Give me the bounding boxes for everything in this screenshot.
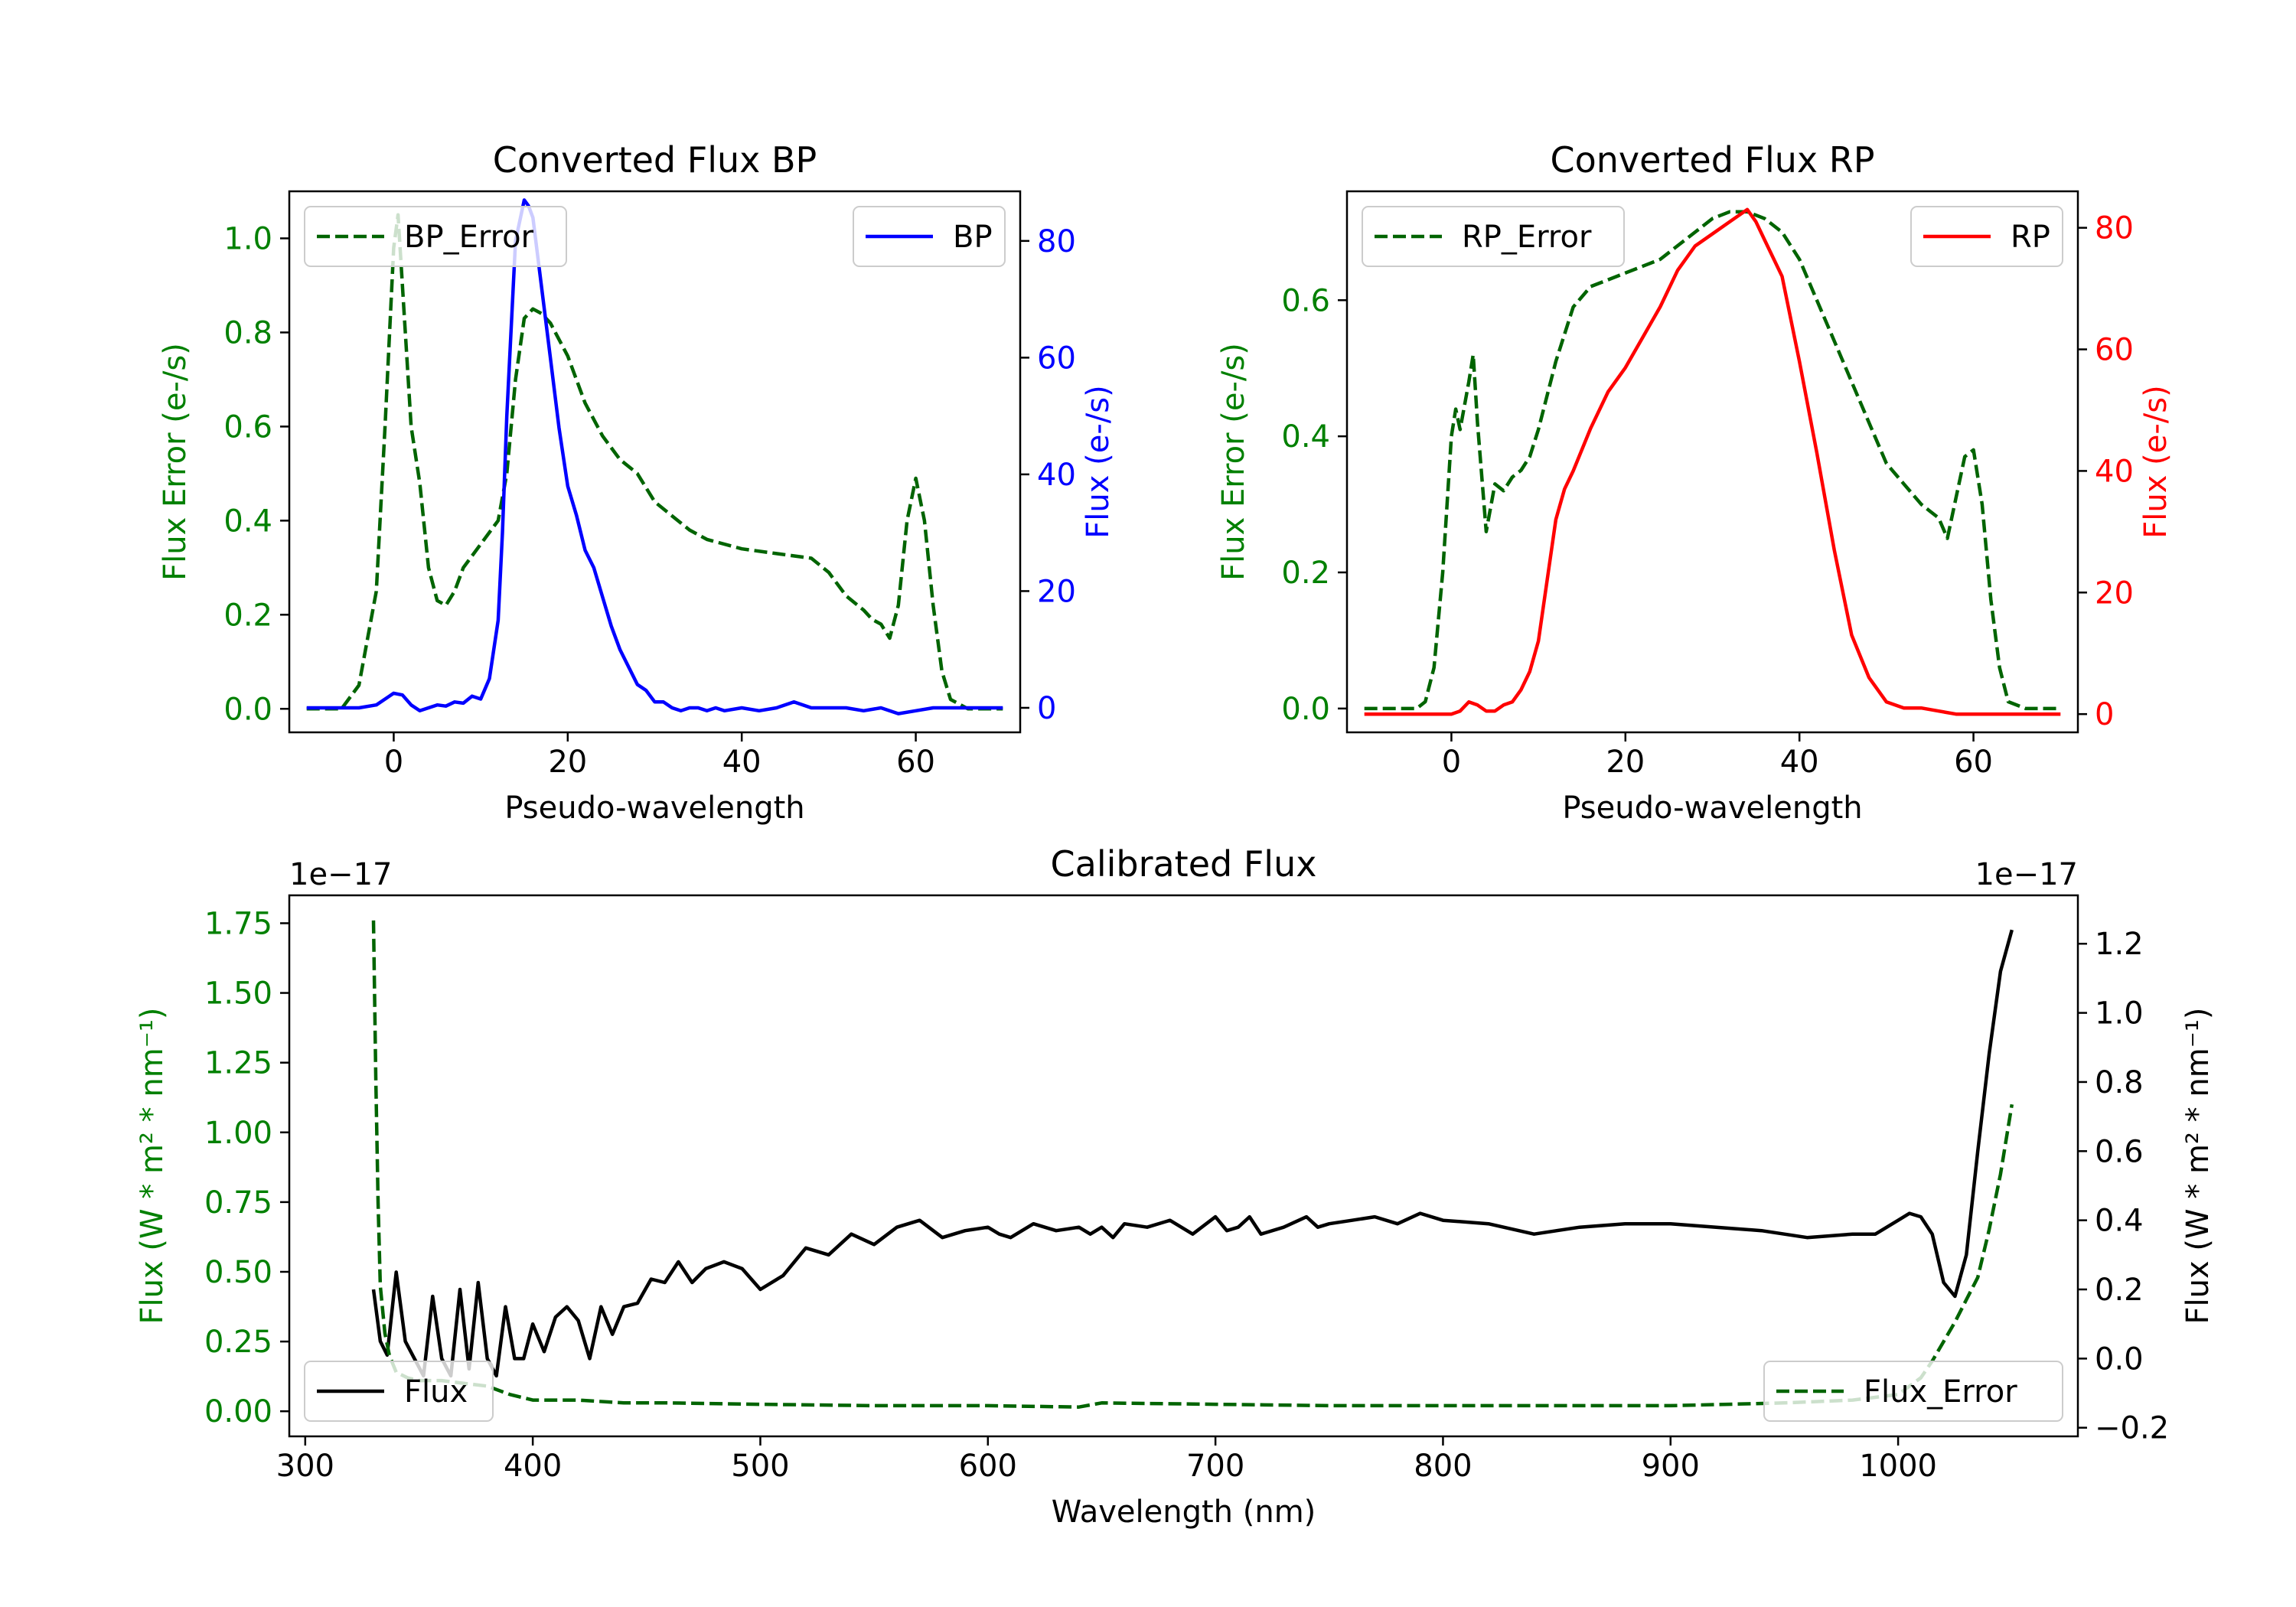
cal-chart-title: Calibrated Flux <box>1051 843 1317 885</box>
bp-x-tick-label: 60 <box>896 745 935 780</box>
rp-left-tick-label: 0.4 <box>1281 419 1330 455</box>
cal-chart: 300 400 500 600 700 800 900 1000 Wavelength (nm)… <box>135 843 2216 1530</box>
cal-legend-flux: Flux <box>304 1361 494 1422</box>
rp-x-tick-label: 60 <box>1954 745 1993 780</box>
bp-axes-frame <box>288 190 1022 734</box>
cal-x-tick-label: 300 <box>276 1449 334 1484</box>
rp-legend-rp: RP <box>1910 206 2063 267</box>
cal-x-tick-label: 500 <box>731 1449 789 1484</box>
cal-axes-frame <box>288 894 2079 1438</box>
cal-left-offset-text: 1e−17 <box>289 857 392 892</box>
rp-right-axis-label: Flux (e-/s) <box>2138 385 2174 538</box>
legend-box <box>1362 206 1625 267</box>
bp-left-axis-label: Flux Error (e-/s) <box>158 343 193 581</box>
rp-axes-frame <box>1345 190 2079 734</box>
bp-x-tick-label: 40 <box>722 745 762 780</box>
cal-left-tick-label: 0.50 <box>204 1255 272 1290</box>
cal-right-tick-label: 0.2 <box>2095 1273 2144 1308</box>
rp-x-axis-label: Pseudo-wavelength <box>1562 790 1862 826</box>
bp-legend-bp: BP <box>853 206 1006 267</box>
cal-left-tick-label: 0.00 <box>204 1394 272 1429</box>
legend-label: RP_Error <box>1462 220 1592 255</box>
cal-x-axis-label: Wavelength (nm) <box>1052 1495 1316 1530</box>
cal-legend-flux-error: Flux_Error <box>1763 1361 2063 1422</box>
bp-left-tick-label: 1.0 <box>223 221 272 256</box>
legend-label: BP_Error <box>404 220 534 255</box>
legend-box <box>304 206 567 267</box>
legend-box <box>1763 1361 2063 1422</box>
cal-left-tick-label: 1.75 <box>204 906 272 941</box>
cal-left-axis-label: Flux (W * m² * nm⁻¹) <box>135 1008 170 1325</box>
bp-right-tick-label: 20 <box>1037 574 1076 609</box>
bp-x-axis-label: Pseudo-wavelength <box>504 790 804 826</box>
bp-right-tick-label: 60 <box>1037 341 1076 376</box>
bp-left-tick-label: 0.2 <box>223 598 272 633</box>
rp-left-tick-label: 0.0 <box>1281 692 1330 727</box>
cal-series-flux-line <box>371 929 2014 1378</box>
rp-right-tick-label: 20 <box>2095 575 2134 611</box>
rp-x-tick-label: 0 <box>1442 745 1461 780</box>
bp-left-tick-label: 0.6 <box>223 409 272 445</box>
rp-series-rp-line <box>1364 207 2061 716</box>
bp-series-bp-line <box>306 198 1003 715</box>
cal-x-tick-label: 800 <box>1414 1449 1472 1484</box>
bp-left-tick-label: 0.4 <box>223 504 272 539</box>
cal-right-tick-label: −0.2 <box>2095 1411 2169 1446</box>
rp-series-rp-error-line <box>1364 210 2061 711</box>
rp-right-tick-label: 0 <box>2095 697 2114 732</box>
rp-right-tick-label: 60 <box>2095 333 2134 368</box>
bp-chart-title: Converted Flux BP <box>493 139 817 181</box>
bp-legend-bp-error: BP_Error <box>304 206 567 267</box>
cal-x-tick-label: 700 <box>1186 1449 1244 1484</box>
legend-label: Flux_Error <box>1864 1374 2017 1410</box>
cal-right-offset-text: 1e−17 <box>1975 857 2078 892</box>
rp-left-tick-label: 0.6 <box>1281 283 1330 318</box>
rp-x-tick-label: 20 <box>1606 745 1645 780</box>
rp-left-axis-label: Flux Error (e-/s) <box>1216 343 1251 581</box>
cal-x-tick-label: 600 <box>959 1449 1017 1484</box>
bp-x-tick-label: 20 <box>548 745 587 780</box>
cal-right-axis-label: Flux (W * m² * nm⁻¹) <box>2180 1008 2216 1325</box>
rp-right-tick-label: 40 <box>2095 454 2134 489</box>
bp-chart: 0 20 40 60 Pseudo-wavelength 0.0 0.2 0.4 0.6 0.8 1… <box>158 139 1116 826</box>
bp-series-bp-error-line <box>306 213 1003 711</box>
cal-series-flux-error-line <box>371 920 2014 1409</box>
legend-box <box>304 1361 494 1422</box>
bp-right-tick-label: 40 <box>1037 458 1076 493</box>
rp-right-tick-label: 80 <box>2095 211 2134 246</box>
bp-x-tick-label: 0 <box>384 745 403 780</box>
bp-right-tick-label: 0 <box>1037 691 1056 726</box>
bp-right-tick-label: 80 <box>1037 224 1076 259</box>
cal-right-tick-label: 0.8 <box>2095 1065 2144 1100</box>
cal-left-tick-label: 1.00 <box>204 1116 272 1151</box>
rp-x-tick-label: 40 <box>1780 745 1819 780</box>
cal-left-tick-label: 0.25 <box>204 1325 272 1360</box>
bp-right-axis-label: Flux (e-/s) <box>1081 385 1116 538</box>
cal-x-tick-label: 900 <box>1642 1449 1700 1484</box>
cal-right-tick-label: 0.6 <box>2095 1134 2144 1169</box>
legend-label: Flux <box>404 1374 468 1410</box>
cal-right-tick-label: 0.4 <box>2095 1204 2144 1239</box>
legend-label: BP <box>953 220 993 255</box>
cal-left-tick-label: 1.25 <box>204 1046 272 1081</box>
cal-x-tick-label: 1000 <box>1859 1449 1937 1484</box>
rp-legend-rp-error: RP_Error <box>1362 206 1625 267</box>
rp-chart-title: Converted Flux RP <box>1551 139 1875 181</box>
rp-left-tick-label: 0.2 <box>1281 556 1330 591</box>
cal-left-tick-label: 1.50 <box>204 976 272 1012</box>
bp-left-tick-label: 0.8 <box>223 315 272 350</box>
cal-right-tick-label: 0.0 <box>2095 1341 2144 1377</box>
rp-chart: 0 20 40 60 Pseudo-wavelength 0.0 0.2 0.4 0.6 Flux… <box>1216 139 2174 826</box>
cal-right-tick-label: 1.2 <box>2095 927 2144 962</box>
legend-label: RP <box>2011 220 2050 255</box>
cal-right-tick-label: 1.0 <box>2095 996 2144 1032</box>
cal-x-tick-label: 400 <box>504 1449 562 1484</box>
bp-left-tick-label: 0.0 <box>223 692 272 727</box>
cal-left-tick-label: 0.75 <box>204 1185 272 1221</box>
